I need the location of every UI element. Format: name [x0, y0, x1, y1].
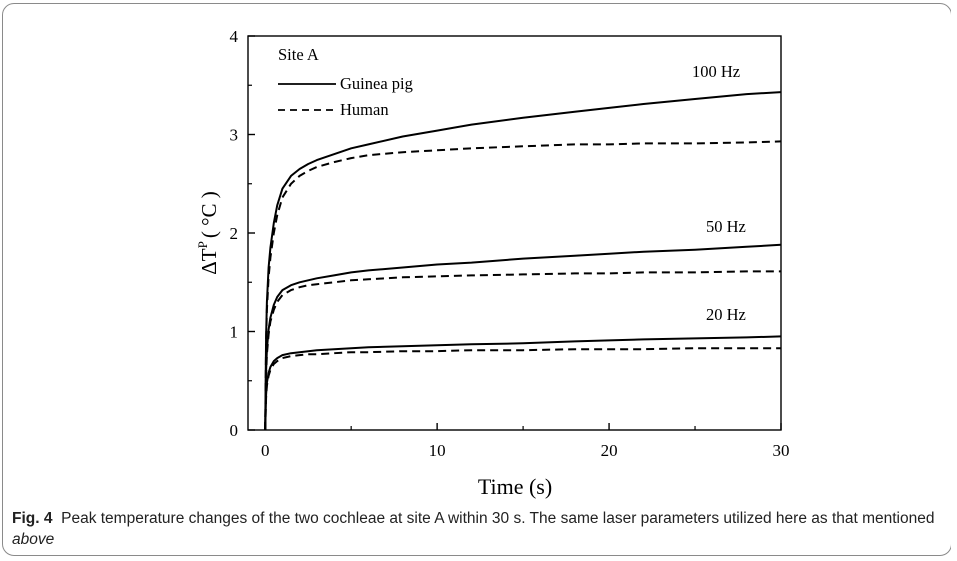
series-line-50hz-guinea-pig	[264, 243, 782, 431]
plot-area	[264, 91, 782, 431]
y-axis-label-symbol: ΔT	[197, 248, 221, 275]
x-tick-label: 0	[261, 441, 270, 460]
y-tick-label: 3	[230, 126, 239, 145]
series-line-100hz-human	[264, 140, 782, 431]
chart: 0 10 20 30 0 1 2 3 4 Site A Guinea pig Human 100…	[195, 27, 790, 499]
frame-mask	[951, 0, 957, 561]
legend-label-guinea-pig: Guinea pig	[340, 74, 413, 93]
series-line-100hz-guinea-pig	[264, 91, 782, 431]
y-tick-label: 2	[230, 224, 239, 243]
y-axis-label-sup: P	[195, 241, 210, 248]
caption-text: Peak temperature changes of the two coch…	[61, 510, 935, 527]
x-tick-label: 10	[429, 441, 446, 460]
series-line-50hz-human	[264, 270, 781, 431]
series-line-20hz-guinea-pig	[264, 335, 782, 431]
annotation-50hz: 50 Hz	[706, 217, 746, 236]
annotation-20hz: 20 Hz	[706, 305, 746, 324]
series-line-20hz-human	[264, 347, 781, 431]
y-axis-label: ΔTP ( °C )	[195, 191, 221, 274]
x-tick-label: 20	[601, 441, 618, 460]
caption-label: Fig. 4	[12, 510, 53, 527]
y-axis-label-group: ΔTP ( °C )	[195, 191, 221, 274]
y-axis-label-unit: ( °C )	[197, 191, 221, 238]
legend-title: Site A	[278, 45, 319, 64]
plot-border	[247, 35, 782, 431]
x-tick-label: 30	[773, 441, 790, 460]
x-axis-label: Time (s)	[478, 474, 552, 499]
figure-caption: Fig. 4 Peak temperature changes of the t…	[12, 508, 942, 550]
caption-emphasis: above	[12, 531, 55, 548]
legend-label-human: Human	[340, 100, 389, 119]
y-tick-label: 1	[230, 323, 239, 342]
y-tick-label: 0	[230, 421, 239, 440]
annotation-100hz: 100 Hz	[692, 62, 740, 81]
y-tick-label: 4	[230, 27, 239, 46]
axis-ticks: 0 10 20 30 0 1 2 3 4	[230, 27, 790, 460]
